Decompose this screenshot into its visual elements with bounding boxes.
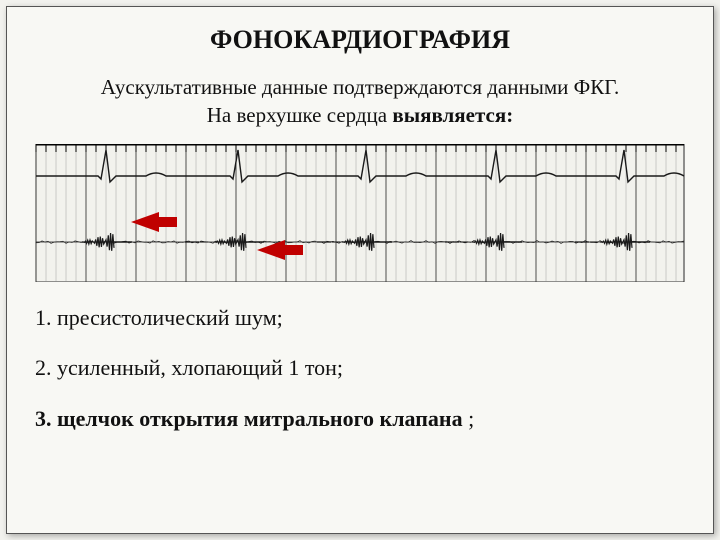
subtitle-line2a: На верхушке сердца <box>207 103 393 127</box>
slide-frame: ФОНОКАРДИОГРАФИЯ Аускультативные данные … <box>6 6 714 534</box>
slide-title: ФОНОКАРДИОГРАФИЯ <box>35 25 685 55</box>
item-3-semi: ; <box>468 406 474 431</box>
subtitle-line1: Аускультативные данные подтверждаются да… <box>101 75 620 99</box>
findings-list: 1. пресистолический шум; 2. усиленный, х… <box>35 304 685 434</box>
item-3-text: щелчок открытия митрального клапана <box>57 406 468 431</box>
indicator-arrow <box>257 240 285 260</box>
phonocardiogram-chart <box>35 144 685 282</box>
item-2: 2. усиленный, хлопающий 1 тон; <box>35 354 685 383</box>
item-3: 3. щелчок открытия митрального клапана ; <box>35 405 685 434</box>
indicator-arrow <box>131 212 159 232</box>
slide-subtitle: Аускультативные данные подтверждаются да… <box>35 73 685 130</box>
subtitle-line2b: выявляется: <box>392 103 513 127</box>
item-1: 1. пресистолический шум; <box>35 304 685 333</box>
item-3-num: 3. <box>35 406 57 431</box>
